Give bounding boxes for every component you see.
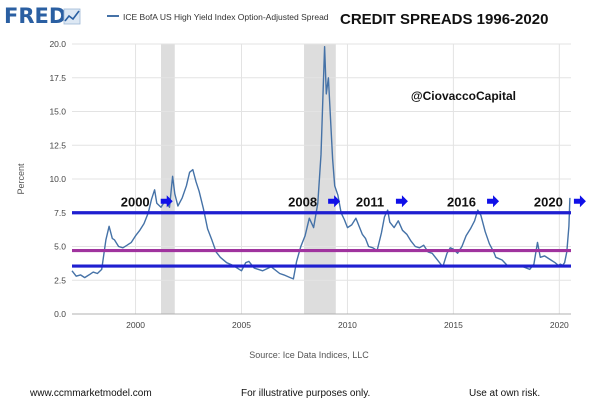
annotation-2011: 2011 bbox=[356, 194, 408, 209]
source-note: Source: Ice Data Indices, LLC bbox=[249, 350, 369, 360]
y-axis-label: Percent bbox=[16, 163, 26, 195]
annotation-2020: 2020 bbox=[534, 194, 586, 209]
annotation-label-2: 2011 bbox=[356, 194, 384, 209]
y-tick-label-1: 2.5 bbox=[54, 275, 66, 285]
fred-logo-chart-icon bbox=[63, 8, 81, 25]
y-tick-label-2: 5.0 bbox=[54, 242, 66, 252]
annotation-label-4: 2020 bbox=[534, 194, 563, 209]
y-tick-label-6: 15.0 bbox=[49, 107, 66, 117]
y-tick-label-5: 12.5 bbox=[49, 140, 66, 150]
year-annotations: 2000 2008 2011 2016 2020 bbox=[121, 194, 586, 209]
arrow-right-icon bbox=[395, 195, 408, 208]
arrow-right-icon bbox=[160, 195, 173, 208]
disclaimer-footer: For illustrative purposes only. bbox=[241, 388, 370, 399]
y-tick-labels: 0.0 2.5 5.0 7.5 10.0 12.5 15.0 17.5 20.0 bbox=[49, 39, 66, 319]
x-tick-labels: 2000 2005 2010 2015 2020 bbox=[126, 320, 569, 330]
annotation-label-0: 2000 bbox=[121, 194, 150, 209]
x-tick-label-1: 2005 bbox=[232, 320, 251, 330]
watermark-label: @CiovaccoCapital bbox=[411, 89, 516, 103]
y-tick-label-7: 17.5 bbox=[49, 73, 66, 83]
series-title: ICE BofA US High Yield Index Option-Adju… bbox=[123, 12, 329, 22]
x-tick-label-0: 2000 bbox=[126, 320, 145, 330]
arrow-right-icon bbox=[487, 195, 500, 208]
y-tick-label-4: 10.0 bbox=[49, 174, 66, 184]
plot-area: 0.02.55.07.510.012.515.017.520.0 2000 200… bbox=[49, 39, 586, 330]
fred-logo: FRED bbox=[4, 4, 66, 28]
annotation-2008: 2008 bbox=[288, 194, 341, 209]
risk-footer: Use at own risk. bbox=[469, 388, 540, 399]
arrow-right-icon bbox=[328, 195, 341, 208]
annotation-2000: 2000 bbox=[121, 194, 173, 209]
x-tick-label-4: 2020 bbox=[550, 320, 569, 330]
spread-band-lines bbox=[72, 211, 571, 268]
arrow-right-icon bbox=[573, 195, 586, 208]
y-tick-label-3: 7.5 bbox=[54, 208, 66, 218]
annotation-label-3: 2016 bbox=[447, 194, 476, 209]
y-tick-label-0: 0.0 bbox=[54, 309, 66, 319]
annotation-label-1: 2008 bbox=[288, 194, 317, 209]
series-line bbox=[71, 46, 571, 280]
overlay-title: CREDIT SPREADS 1996-2020 bbox=[340, 11, 548, 28]
y-tick-label-8: 20.0 bbox=[49, 39, 66, 49]
website-footer: www.ccmmarketmodel.com bbox=[29, 388, 152, 399]
x-tick-label-3: 2015 bbox=[444, 320, 463, 330]
annotation-2016: 2016 bbox=[447, 194, 500, 209]
x-tick-label-2: 2010 bbox=[338, 320, 357, 330]
